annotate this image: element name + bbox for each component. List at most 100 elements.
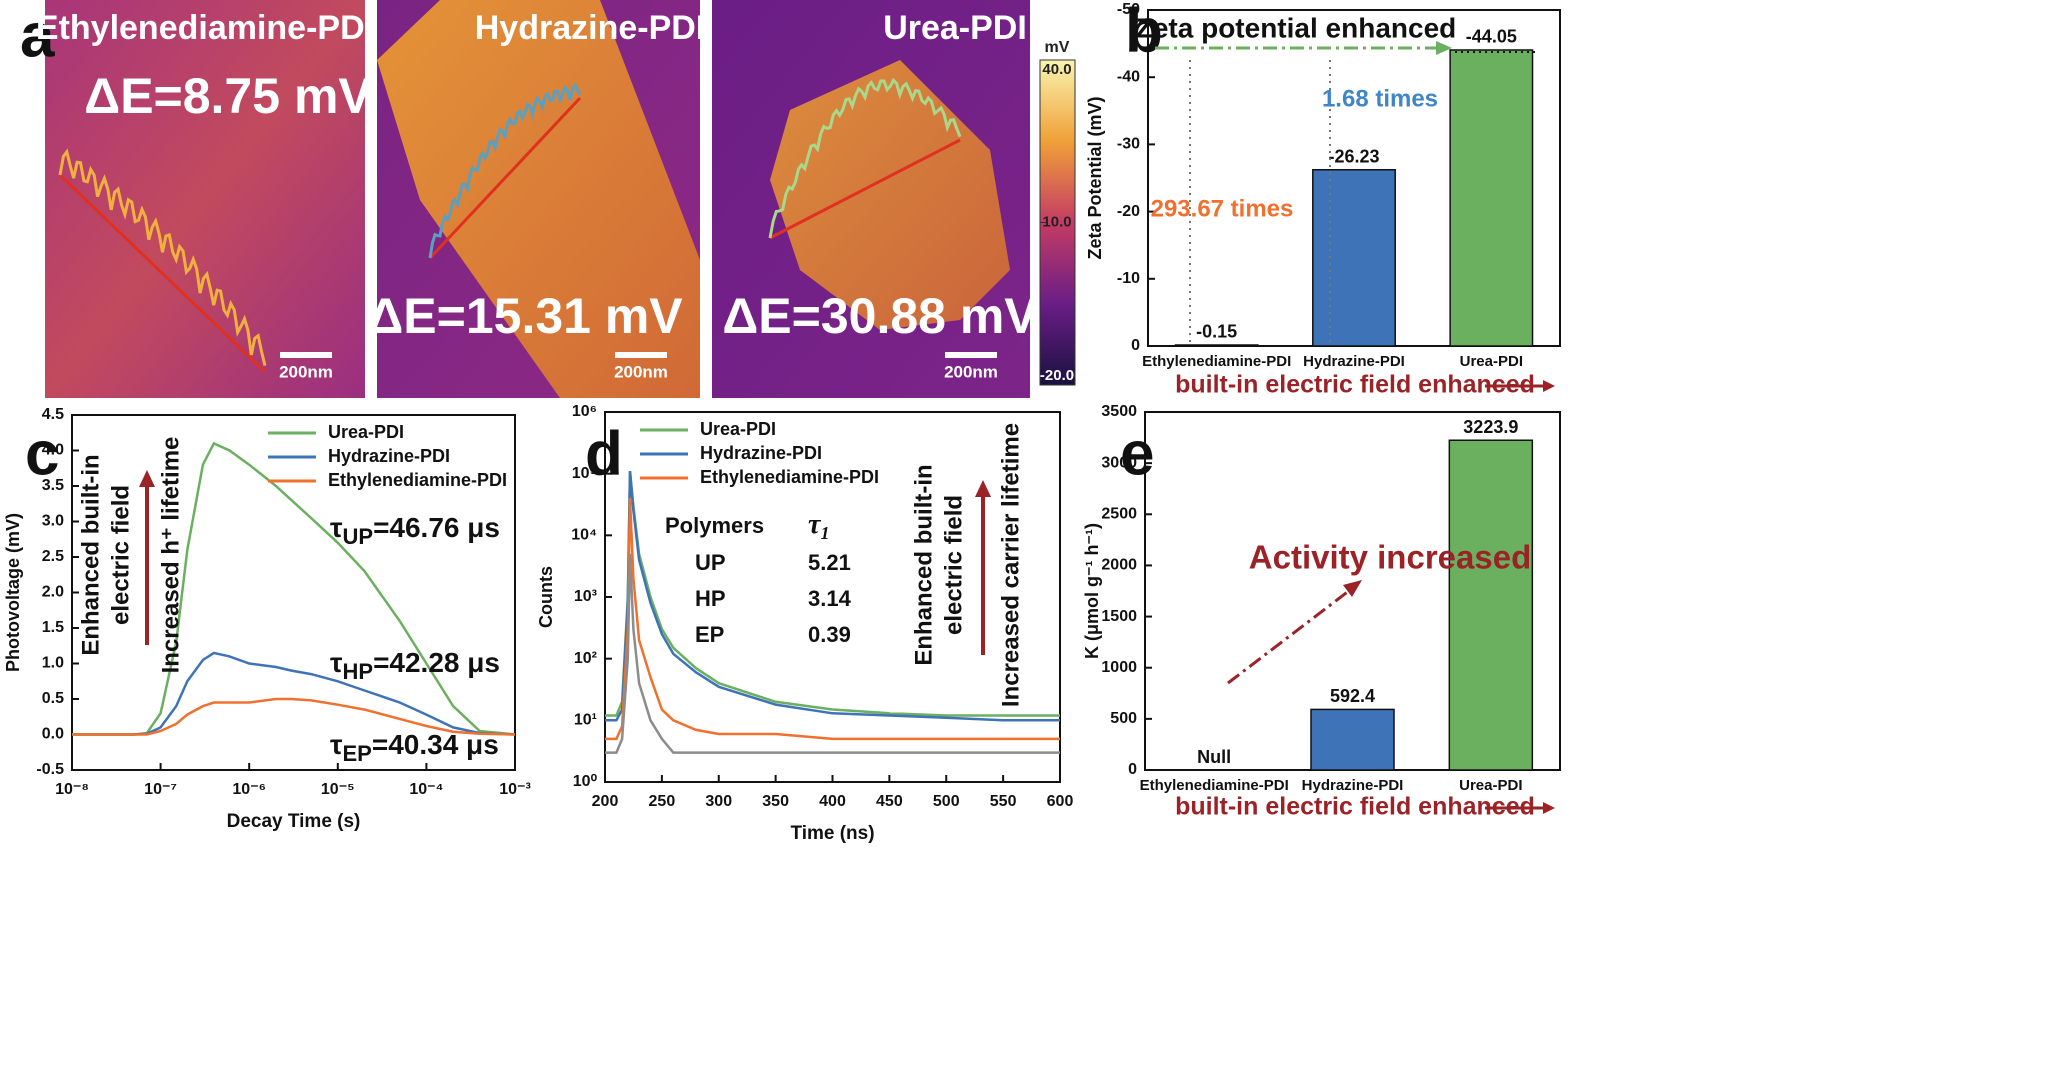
afm-title: Hydrazine-PDI xyxy=(475,9,706,47)
series-line xyxy=(605,553,1060,754)
lifetime-sub: EP xyxy=(343,741,372,766)
vertical-label: Increased h⁺ lifetime xyxy=(157,437,184,674)
scale-label: 200nm xyxy=(614,362,668,381)
legend-label: Hydrazine-PDI xyxy=(328,446,450,466)
x-tick-label: 10⁻⁷ xyxy=(144,781,177,798)
x-axis-label: Decay Time (s) xyxy=(227,811,361,832)
y-tick-label: 2000 xyxy=(1101,557,1137,574)
bar xyxy=(1310,708,1395,771)
y-tick-label: 4.0 xyxy=(42,442,64,459)
series-line xyxy=(72,697,516,736)
x-tick-label: 10⁻⁸ xyxy=(55,781,89,798)
x-tick-label: Hydrazine-PDI xyxy=(1303,353,1405,370)
vertical-label: electric field xyxy=(940,495,967,635)
y-tick-label: 0.5 xyxy=(42,690,64,707)
arrow-head xyxy=(1343,580,1362,597)
plot-frame xyxy=(71,414,516,771)
legend-label: Ethylenediamine-PDI xyxy=(328,470,507,490)
x-tick-label: 10⁻³ xyxy=(499,781,531,798)
table-header: Polymers xyxy=(665,513,764,538)
x-tick-label: 300 xyxy=(705,793,732,810)
x-tick-label: 350 xyxy=(762,793,789,810)
value-label: -0.15 xyxy=(1196,322,1237,342)
bar xyxy=(1312,168,1396,347)
y-tick-label: -0.5 xyxy=(36,761,64,778)
profile-line xyxy=(58,173,267,374)
x-tick-label: Ethylenediamine-PDI xyxy=(1140,777,1289,794)
y-axis-label: Photovoltage (mV) xyxy=(3,513,23,672)
y-tick-label: 10⁴ xyxy=(571,527,597,544)
y-tick-label: -50 xyxy=(1117,1,1140,18)
lifetime-value: =40.34 μs xyxy=(372,729,499,760)
table-cell: UP xyxy=(695,550,726,575)
y-axis-label: Zeta Potential (mV) xyxy=(1085,96,1105,259)
y-tick-label: 10³ xyxy=(574,588,597,605)
footer: built-in electric field enhanced xyxy=(1175,793,1535,821)
delta-e: ΔE=30.88 mV xyxy=(722,288,1038,344)
afm-title: Urea-PDI xyxy=(883,9,1027,47)
y-tick-label: 10⁶ xyxy=(572,403,597,420)
bar xyxy=(1448,439,1534,771)
legend-label: Urea-PDI xyxy=(328,422,404,442)
value-label: -26.23 xyxy=(1328,146,1379,166)
colorbar-tick-label: -20.0 xyxy=(1040,367,1074,384)
bar xyxy=(1174,344,1259,347)
tau: τ xyxy=(808,509,822,540)
x-tick-label: 10⁻⁴ xyxy=(409,781,443,798)
table-cell: 5.21 xyxy=(808,550,851,575)
arrow-head xyxy=(139,470,155,487)
lifetime-sub: HP xyxy=(343,659,374,684)
scale-label: 200nm xyxy=(944,362,998,381)
y-axis-label: Counts xyxy=(536,566,556,628)
value-label: 592.4 xyxy=(1330,686,1375,706)
lifetime-symbol: τ xyxy=(330,512,343,543)
series-line xyxy=(72,441,516,736)
lifetime-label: τUP=46.76 μs xyxy=(330,512,500,548)
arrow-head xyxy=(1436,41,1452,55)
value-label: 3223.9 xyxy=(1463,417,1518,437)
lifetime-value: =46.76 μs xyxy=(373,512,500,543)
table-cell: HP xyxy=(695,586,726,611)
panel-label: d xyxy=(585,419,623,488)
lifetime-value: =42.28 μs xyxy=(373,647,500,678)
table-cell: EP xyxy=(695,622,724,647)
x-tick-label: 400 xyxy=(819,793,846,810)
arrow-head xyxy=(975,480,991,497)
panel-label: a xyxy=(20,1,55,70)
vertical-label: Enhanced built-in xyxy=(77,454,104,655)
x-tick-label: 250 xyxy=(649,793,676,810)
legend-label: Ethylenediamine-PDI xyxy=(700,467,879,487)
afm-image xyxy=(45,0,365,398)
y-tick-label: 2.5 xyxy=(42,548,64,565)
annotation: 1.68 times xyxy=(1322,85,1438,112)
y-tick-label: -20 xyxy=(1117,203,1140,220)
panel-label: c xyxy=(25,419,59,488)
scale-bar xyxy=(945,352,997,358)
y-tick-label: -10 xyxy=(1117,270,1140,287)
delta-e: ΔE=8.75 mV xyxy=(84,68,372,124)
table-cell: 0.39 xyxy=(808,622,851,647)
x-tick-label: Urea-PDI xyxy=(1460,353,1523,370)
profile-curve xyxy=(768,77,962,239)
profile-curve xyxy=(58,148,267,366)
x-tick-label: 600 xyxy=(1047,793,1074,810)
y-tick-label: 2500 xyxy=(1101,506,1137,523)
vertical-label: Enhanced built-in xyxy=(910,464,937,665)
annotation: Zeta potential enhanced xyxy=(1136,12,1457,43)
y-tick-label: 10⁵ xyxy=(572,465,597,482)
y-tick-label: 10⁰ xyxy=(573,773,598,790)
x-axis-label: Time (ns) xyxy=(790,823,874,844)
vertical-label: electric field xyxy=(107,485,134,625)
y-tick-label: -30 xyxy=(1117,136,1140,153)
profile-line xyxy=(769,138,961,240)
y-axis-label: K (μmol g⁻¹ h⁻¹) xyxy=(1082,523,1102,659)
legend-label: Urea-PDI xyxy=(700,419,776,439)
scale-bar xyxy=(615,352,667,358)
x-tick-label: 550 xyxy=(990,793,1017,810)
profile-line xyxy=(428,96,582,260)
y-tick-label: 500 xyxy=(1110,710,1137,727)
x-tick-label: 450 xyxy=(876,793,903,810)
y-tick-label: 3.5 xyxy=(42,477,64,494)
